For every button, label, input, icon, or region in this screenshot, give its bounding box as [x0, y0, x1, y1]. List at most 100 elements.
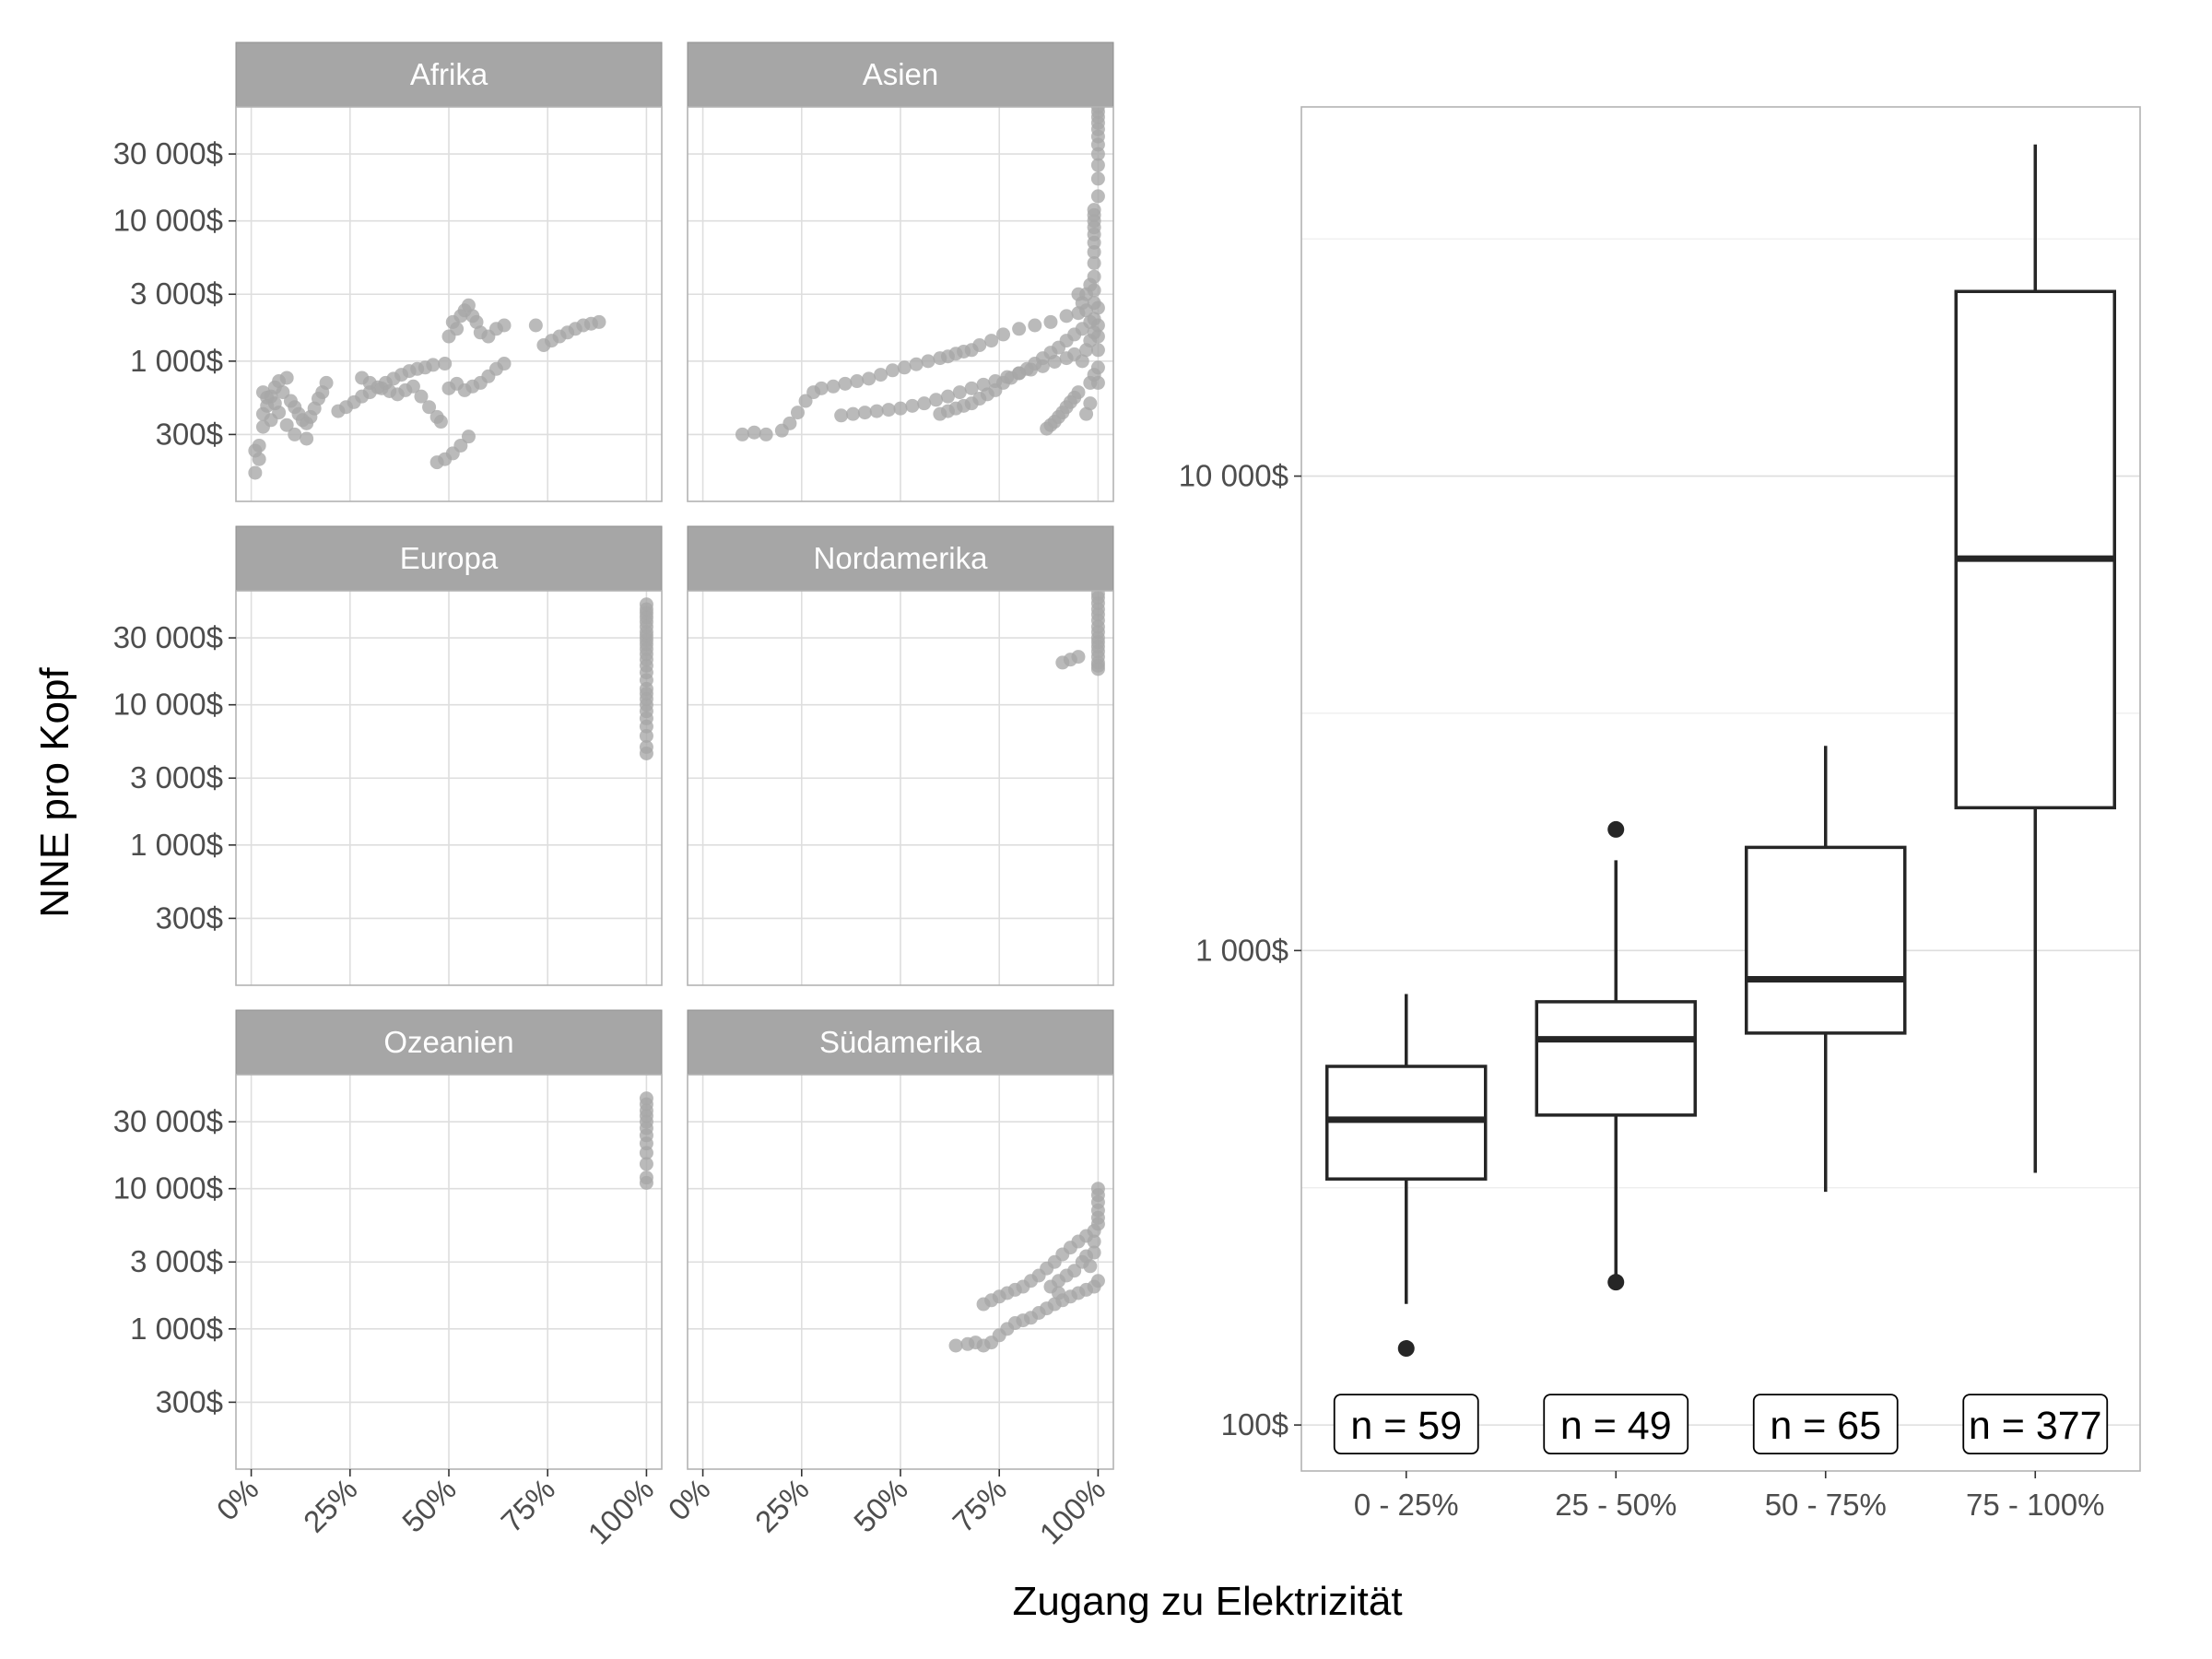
- y-tick-label: 1 000$: [1195, 933, 1288, 967]
- n-label-box: [1962, 1394, 2109, 1455]
- facet-panel-europa: Europa 300$ 1 000$ 3 000$ 10 000$ 30 000$: [113, 525, 663, 986]
- scatter-point: [1090, 318, 1105, 333]
- panel-border: [687, 106, 1114, 502]
- scatter-point: [1012, 322, 1027, 336]
- scatter-point: [1083, 277, 1098, 292]
- x-tick-label: 25%: [297, 1472, 364, 1539]
- y-tick-label: 300$: [156, 417, 223, 451]
- facet-strip-label: Asien: [863, 57, 939, 91]
- scatter-point: [826, 379, 841, 394]
- scatter-point: [905, 398, 920, 413]
- scatter-point: [1090, 329, 1105, 344]
- scatter-point: [909, 357, 924, 371]
- scatter-point: [759, 427, 773, 441]
- panel-border: [235, 106, 663, 502]
- y-tick-label: 300$: [156, 900, 223, 935]
- x-tick-label: 100%: [1033, 1472, 1112, 1551]
- panel-border: [687, 590, 1114, 986]
- facet-scatter-panels: Afrika 300$ 1 000$ 3 000$ 10 000$ 30 000$ Asie…: [113, 41, 1114, 1551]
- box-4: n = 377: [1954, 144, 2116, 1455]
- scatter-point: [1087, 1234, 1101, 1249]
- scatter-point: [893, 401, 908, 416]
- scatter-point: [248, 465, 263, 480]
- x-tick-label: 75%: [494, 1472, 561, 1539]
- scatter-point: [850, 374, 865, 389]
- facet-panel-ozeanien: Ozeanien 300$ 1 000$ 3 000$ 10 000$ 30 000$ 0%…: [113, 1009, 663, 1551]
- x-tick-label: 0%: [662, 1472, 717, 1527]
- outlier-point: [1607, 1274, 1625, 1291]
- scatter-point: [984, 334, 999, 348]
- scatter-point: [639, 1157, 653, 1171]
- scatter-point: [319, 375, 334, 390]
- scatter-point: [881, 403, 896, 418]
- scatter-point: [862, 371, 877, 386]
- scatter-point: [639, 739, 653, 754]
- scatter-point: [453, 438, 468, 453]
- scatter-point: [1059, 309, 1074, 324]
- facet-strip-label: Südamerika: [819, 1025, 982, 1059]
- outlier-point: [1397, 1340, 1415, 1358]
- scatter-point: [1043, 314, 1058, 329]
- scatter-point: [964, 381, 979, 395]
- y-tick-label: 30 000$: [113, 136, 223, 171]
- scatter-point: [996, 327, 1010, 342]
- x-tick-label: 50 - 75%: [1765, 1488, 1887, 1522]
- facet-strip: [235, 525, 663, 592]
- scatter-point: [735, 427, 749, 441]
- outlier-point: [1607, 820, 1625, 838]
- scatter-point: [948, 1338, 963, 1353]
- scatter-point: [791, 406, 805, 420]
- scatter-point: [940, 389, 955, 404]
- n-label: n = 59: [1350, 1404, 1462, 1448]
- facet-panel-asien: Asien: [687, 41, 1114, 502]
- scatter-point: [1090, 360, 1105, 375]
- scatter-point: [1083, 396, 1098, 411]
- boxplot-panel: n = 59 n = 49 n = 65 n = 377 100$ 1 000$ 10 00…: [1179, 106, 2141, 1522]
- scatter-point: [1090, 158, 1105, 172]
- scatter-point: [869, 404, 884, 418]
- x-tick-label: 75 - 100%: [1966, 1488, 2104, 1522]
- scatter-point: [433, 415, 448, 429]
- y-tick-label: 100$: [1221, 1407, 1288, 1441]
- panel-border: [235, 590, 663, 986]
- x-tick-label: 75%: [946, 1472, 1013, 1539]
- scatter-point: [1052, 1286, 1066, 1300]
- scatter-point: [846, 406, 861, 421]
- scatter-point: [929, 393, 944, 407]
- scatter-point: [639, 597, 653, 612]
- y-tick-label: 10 000$: [113, 204, 223, 238]
- scatter-point: [255, 385, 270, 400]
- facet-strip-label: Ozeanien: [383, 1025, 513, 1059]
- scatter-point: [406, 379, 420, 394]
- y-tick-label: 3 000$: [130, 276, 223, 311]
- scatter-point: [1090, 189, 1105, 204]
- scatter-point: [834, 408, 849, 423]
- scatter-point: [874, 368, 888, 382]
- scatter-point: [1083, 1259, 1098, 1274]
- facet-strip-label: Afrika: [410, 57, 488, 91]
- x-tick-label: 100%: [582, 1472, 661, 1551]
- scatter-point: [1090, 171, 1105, 186]
- scatter-point: [1071, 385, 1086, 400]
- scatter-point: [414, 389, 429, 404]
- scatter-point: [450, 322, 465, 336]
- x-axis-title: Zugang zu Elektrizität: [1012, 1579, 1402, 1624]
- scatter-point: [528, 318, 543, 333]
- scatter-point: [639, 1171, 653, 1185]
- n-label-box: [1752, 1394, 1899, 1455]
- facet-panel-nordamerika: Nordamerika: [687, 525, 1114, 986]
- facet-strip: [235, 41, 663, 108]
- y-tick-label: 30 000$: [113, 620, 223, 654]
- scatter-point: [1071, 650, 1086, 665]
- scatter-point: [1090, 300, 1105, 315]
- scatter-point: [592, 314, 606, 329]
- scatter-point: [921, 354, 935, 369]
- box-body: [1745, 845, 1907, 1035]
- scatter-point: [972, 338, 987, 353]
- scatter-point: [838, 376, 853, 391]
- scatter-point: [288, 427, 302, 441]
- x-tick-label: 50%: [847, 1472, 914, 1539]
- scatter-point: [917, 396, 932, 411]
- n-label: n = 49: [1560, 1404, 1672, 1448]
